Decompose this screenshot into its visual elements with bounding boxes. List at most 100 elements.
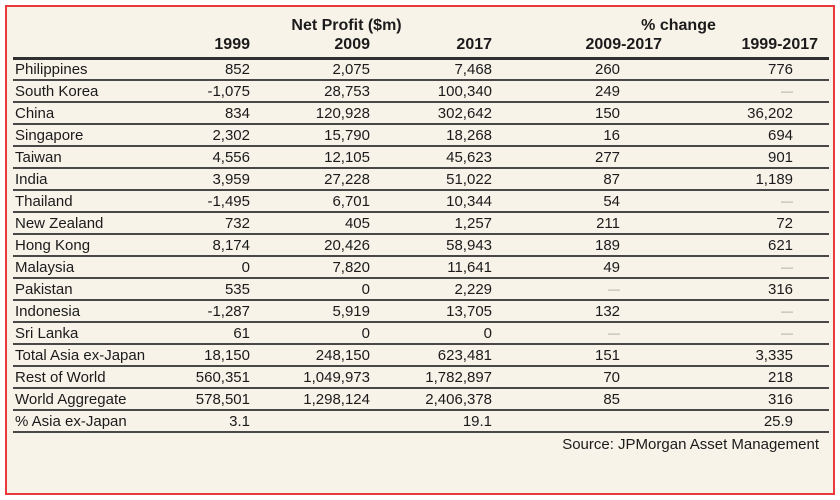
value-cell: 70	[496, 366, 665, 389]
table-row: Singapore 2,302 15,790 18,268 16 694	[13, 124, 830, 147]
value-cell: 277	[496, 146, 665, 169]
value-cell: 1,298,124	[254, 388, 374, 411]
row-label: Sri Lanka	[13, 322, 165, 345]
value-cell: 27,228	[254, 168, 374, 191]
value-cell: 623,481	[374, 344, 497, 367]
missing-value-cell: —	[664, 322, 830, 345]
value-cell: 10,344	[374, 190, 497, 213]
table-body: Philippines 852 2,075 7,468 260 776 South Kore…	[13, 58, 830, 433]
table-row: South Korea -1,075 28,753 100,340 249—	[13, 80, 830, 103]
value-cell: 100,340	[374, 80, 497, 103]
value-cell: 0	[254, 278, 374, 301]
table-row: Pakistan 535 0 2,229—316	[13, 278, 830, 301]
missing-value-cell: —	[664, 300, 830, 323]
table-row: Hong Kong 8,174 20,426 58,943 189 621	[13, 234, 830, 257]
value-cell: 28,753	[254, 80, 374, 103]
value-cell: 405	[254, 212, 374, 235]
table-row: Philippines 852 2,075 7,468 260 776	[13, 58, 830, 81]
table-row: Thailand -1,495 6,701 10,344 54—	[13, 190, 830, 213]
value-cell: 1,257	[374, 212, 497, 235]
value-cell: 18,268	[374, 124, 497, 147]
row-label: Taiwan	[13, 146, 165, 169]
value-cell: 316	[664, 388, 830, 411]
group-header-row: Net Profit ($m) % change	[13, 13, 829, 35]
column-header-2009: 2009	[254, 35, 374, 60]
value-cell: 6,701	[254, 190, 374, 213]
value-cell: 49	[496, 256, 665, 279]
value-cell: 2,075	[254, 58, 374, 81]
missing-value-cell: —	[664, 256, 830, 279]
table-row: Total Asia ex-Japan 18,150 248,150 623,481 1…	[13, 344, 830, 367]
value-cell: 1,189	[664, 168, 830, 191]
value-cell: 13,705	[374, 300, 497, 323]
row-label: Philippines	[13, 58, 165, 81]
source-note: Source: JPMorgan Asset Management	[562, 436, 819, 453]
value-cell: 19.1	[374, 410, 497, 433]
value-cell: -1,075	[165, 80, 254, 103]
row-label-column-header	[13, 35, 165, 60]
value-cell: 3.1	[165, 410, 254, 433]
value-cell: -1,287	[165, 300, 254, 323]
value-cell: 316	[664, 278, 830, 301]
group-header-net-profit: Net Profit ($m)	[291, 17, 402, 34]
value-cell: 560,351	[165, 366, 254, 389]
row-label: India	[13, 168, 165, 191]
value-cell: 694	[664, 124, 830, 147]
missing-value-cell: —	[496, 322, 665, 345]
column-header-row: 1999 2009 2017 2009-2017 1999-2017	[13, 35, 830, 60]
value-cell: 15,790	[254, 124, 374, 147]
row-label: Total Asia ex-Japan	[13, 344, 165, 367]
value-cell: 621	[664, 234, 830, 257]
table-row: China 834 120,928 302,642 150 36,202	[13, 102, 830, 125]
missing-value-cell: —	[664, 190, 830, 213]
value-cell	[496, 410, 665, 433]
column-header-2009-2017: 2009-2017	[496, 35, 665, 60]
value-cell: 189	[496, 234, 665, 257]
table-row: Indonesia -1,287 5,919 13,705 132—	[13, 300, 830, 323]
value-cell: 7,468	[374, 58, 497, 81]
value-cell: 260	[496, 58, 665, 81]
value-cell: 151	[496, 344, 665, 367]
net-profit-table: Net Profit ($m) % change 1999 2009 2017 …	[13, 13, 830, 433]
value-cell: 211	[496, 212, 665, 235]
value-cell: 2,302	[165, 124, 254, 147]
value-cell: 16	[496, 124, 665, 147]
value-cell: 132	[496, 300, 665, 323]
value-cell: 4,556	[165, 146, 254, 169]
row-label: Hong Kong	[13, 234, 165, 257]
row-label: Thailand	[13, 190, 165, 213]
missing-value-cell: —	[664, 80, 830, 103]
value-cell: 11,641	[374, 256, 497, 279]
column-header-2017: 2017	[374, 35, 497, 60]
row-label: Indonesia	[13, 300, 165, 323]
value-cell: 249	[496, 80, 665, 103]
value-cell: 58,943	[374, 234, 497, 257]
value-cell: 852	[165, 58, 254, 81]
table-row: Rest of World 560,351 1,049,973 1,782,897 70…	[13, 366, 830, 389]
value-cell	[254, 410, 374, 433]
table-row: India 3,959 27,228 51,022 87 1,189	[13, 168, 830, 191]
column-header-1999-2017: 1999-2017	[664, 35, 830, 60]
value-cell: 535	[165, 278, 254, 301]
value-cell: 85	[496, 388, 665, 411]
value-cell: 1,782,897	[374, 366, 497, 389]
table-row: Taiwan 4,556 12,105 45,623 277 901	[13, 146, 830, 169]
row-label: Pakistan	[13, 278, 165, 301]
value-cell: 1,049,973	[254, 366, 374, 389]
table-frame: Net Profit ($m) % change 1999 2009 2017 …	[5, 5, 835, 495]
row-label: New Zealand	[13, 212, 165, 235]
value-cell: 0	[165, 256, 254, 279]
value-cell: 834	[165, 102, 254, 125]
row-label: % Asia ex-Japan	[13, 410, 165, 433]
value-cell: -1,495	[165, 190, 254, 213]
row-label: Malaysia	[13, 256, 165, 279]
corner-spacer	[13, 13, 165, 35]
value-cell: 8,174	[165, 234, 254, 257]
value-cell: 302,642	[374, 102, 497, 125]
value-cell: 3,959	[165, 168, 254, 191]
value-cell: 5,919	[254, 300, 374, 323]
value-cell: 0	[374, 322, 497, 345]
value-cell: 578,501	[165, 388, 254, 411]
table-row: % Asia ex-Japan 3.1 19.1 25.9	[13, 410, 830, 433]
value-cell: 61	[165, 322, 254, 345]
